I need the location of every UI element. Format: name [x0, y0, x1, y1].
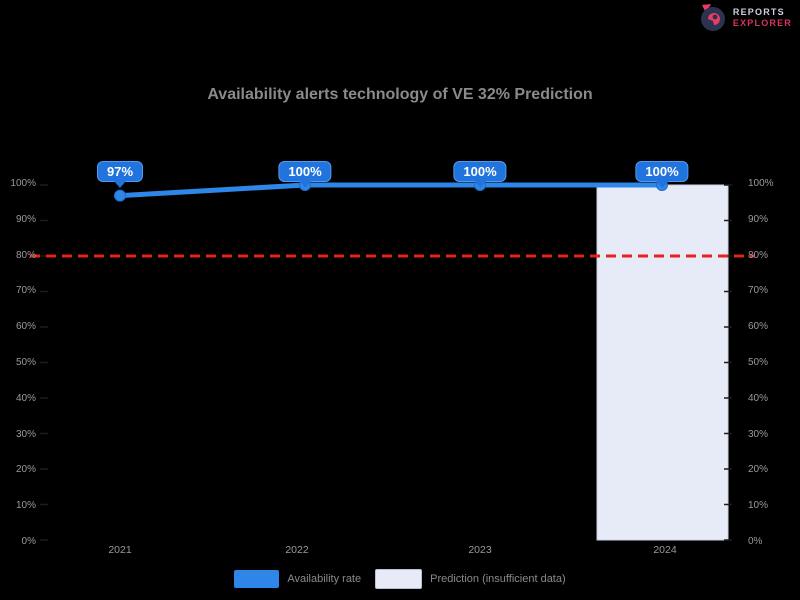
y-tick-label-left: 50% — [15, 356, 36, 368]
logo-icon — [700, 4, 725, 31]
series-line — [117, 182, 665, 199]
y-tick-label-left: 30% — [15, 428, 36, 440]
y-tick-label-right: 0% — [748, 535, 763, 547]
y-tick-label-left: 70% — [15, 285, 36, 297]
y-tick-label-right: 80% — [748, 249, 769, 261]
logo-line1: REPORTS — [732, 7, 785, 17]
y-tick-label-right: 10% — [748, 500, 769, 512]
y-tick-label-right: 20% — [748, 464, 769, 476]
x-tick-2022: 2022 — [285, 544, 309, 556]
data-label-tooltip: 100% — [278, 161, 332, 182]
legend-swatch-line — [234, 570, 280, 588]
y-axis-right: 100% 90% 80% 70% 60% 50% 40% 30% 20% 10% 0% — [748, 178, 798, 547]
data-label-tooltip: 100% — [635, 161, 689, 182]
y-tick-label-right: 30% — [748, 428, 769, 440]
legend-item-prediction[interactable]: Prediction (insufficient data) — [375, 569, 566, 589]
y-tick-label-right: 70% — [748, 285, 769, 297]
data-label-tooltip: 100% — [453, 161, 507, 182]
data-point-marker — [114, 189, 126, 202]
data-label-tooltip: 97% — [96, 161, 144, 182]
y-tick-label-left: 40% — [15, 392, 36, 404]
logo-line2: EXPLORER — [732, 18, 792, 28]
y-tick-label-right: 90% — [748, 213, 769, 225]
x-tick-2024: 2024 — [653, 544, 677, 556]
y-tick-label-right: 100% — [748, 178, 774, 189]
y-tick-label-right: 50% — [748, 356, 769, 368]
legend-label: Prediction (insufficient data) — [430, 573, 566, 585]
y-tick-label-left: 0% — [21, 535, 36, 547]
y-tick-label-left: 90% — [15, 213, 36, 225]
legend-label: Availability rate — [287, 573, 362, 585]
y-tick-label-left: 60% — [15, 321, 36, 333]
y-tick-label-left: 20% — [15, 464, 36, 476]
legend-item-series[interactable]: Availability rate — [234, 570, 361, 588]
chart-title: Availability alerts technology of VE 32%… — [207, 86, 593, 103]
y-tick-label-left: 10% — [15, 500, 36, 512]
prediction-band — [596, 184, 729, 541]
y-tick-label-right: 40% — [748, 392, 769, 404]
legend: Availability rate Prediction (insufficie… — [0, 569, 800, 589]
y-tick-label-left: 80% — [15, 249, 36, 261]
logo-text: REPORTS EXPLORER — [733, 7, 792, 29]
legend-swatch-band — [375, 569, 423, 589]
logo[interactable]: REPORTS EXPLORER — [699, 4, 792, 32]
y-tick-label-right: 60% — [748, 321, 769, 333]
x-tick-2023: 2023 — [468, 544, 492, 556]
x-tick-2021: 2021 — [108, 544, 132, 556]
y-axis-left: 100% 90% 80% 70% 60% 50% 40% 30% 20% 10% 0% — [0, 178, 36, 547]
y-tick-label-left: 100% — [10, 178, 36, 189]
